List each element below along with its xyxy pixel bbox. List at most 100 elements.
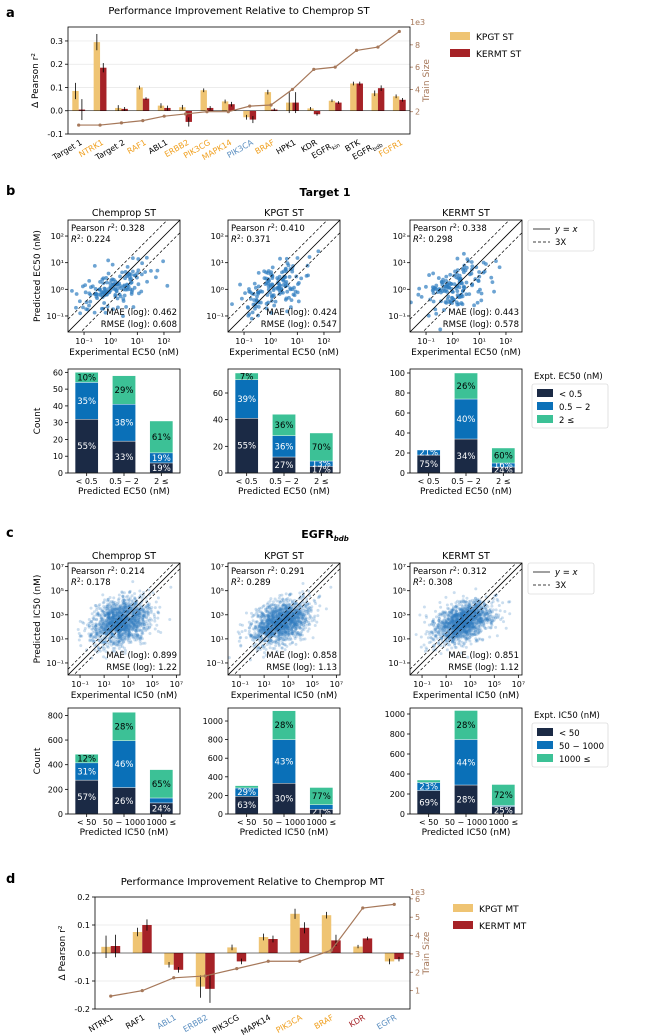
scatter-point (119, 623, 123, 627)
scatter-point (127, 620, 131, 624)
scatter-point (133, 617, 137, 621)
scatter-point (106, 628, 110, 632)
scatter-point (97, 622, 101, 626)
scatter-point (134, 613, 138, 617)
scatter-point (108, 615, 112, 619)
segment-label: 26% (457, 382, 476, 392)
scatter-point (141, 618, 145, 622)
scatter-point (116, 618, 120, 622)
bar-kpgt-st (93, 42, 101, 111)
scatter-point (104, 624, 108, 628)
scatter-point (103, 614, 107, 618)
scatter-point (130, 618, 134, 622)
scatter-point (435, 290, 440, 295)
segment-label: 17% (312, 466, 331, 476)
scatter-point (121, 314, 125, 319)
scatter-point (441, 277, 445, 282)
r-symbol: r (449, 224, 453, 234)
scatter-point (136, 282, 141, 287)
scatter-point (277, 613, 281, 617)
scatter-point (143, 270, 148, 274)
scatter-point (105, 606, 109, 610)
scatter-point (292, 620, 296, 624)
line-y-equals-x (228, 220, 340, 332)
scatter-point (147, 619, 151, 623)
scatter-point (137, 622, 141, 626)
scatter-point (280, 628, 284, 632)
scatter-point (138, 636, 142, 640)
scatter-point (248, 658, 252, 662)
superscript: 2 (111, 566, 115, 573)
x-tick-label: 2 ≤ (314, 477, 328, 486)
scatter-point (124, 634, 128, 638)
legend-label-yx: y = x (554, 225, 579, 235)
scatter-point (283, 624, 287, 628)
scatter-point (100, 626, 104, 630)
scatter-point (476, 289, 481, 294)
scatter-point (111, 611, 115, 615)
scatter-point (290, 629, 294, 633)
scatter-point (123, 635, 127, 639)
scatter-point (105, 626, 109, 630)
scatter-point (119, 642, 123, 646)
mae-annotation: MAE (log): 0.462 (106, 308, 177, 318)
scatter-point (281, 612, 285, 616)
scatter-point (106, 617, 110, 621)
scatter-point (124, 624, 128, 628)
scatter-point (110, 622, 114, 626)
scatter-point (102, 627, 106, 631)
scatter-point (121, 595, 125, 599)
scatter-point (79, 644, 83, 648)
scatter-point (134, 602, 138, 606)
scatter-point (280, 631, 284, 635)
bar-kermt-st (100, 67, 107, 111)
scatter-point (297, 620, 301, 624)
scatter-point (115, 619, 119, 623)
scatter-point (108, 622, 112, 626)
scatter-point (78, 619, 82, 623)
scatter-point (105, 604, 109, 608)
scatter-point (110, 609, 114, 613)
scatter-point (307, 620, 311, 624)
scatter-point (122, 630, 126, 634)
scatter-point (120, 610, 124, 614)
scatter-point (111, 620, 115, 624)
scatter-point (148, 617, 152, 621)
scatter-point (135, 624, 139, 628)
scatter-point (117, 593, 121, 597)
scatter-point (281, 618, 285, 622)
scatter-point (133, 611, 137, 615)
scatter-point (111, 608, 115, 612)
scatter-point (101, 628, 105, 632)
scatter-point (119, 628, 123, 632)
bar-kermt-st (335, 102, 342, 111)
scatter-point (239, 296, 244, 301)
scatter-point (113, 614, 117, 618)
scatter-point (461, 594, 465, 598)
scatter-point (94, 613, 98, 617)
scatter-point (114, 603, 118, 607)
scatter-point (119, 628, 123, 632)
scatter-point (148, 621, 152, 625)
scatter-point (416, 292, 421, 297)
scatter-point (119, 618, 123, 622)
rmse-value: 0.578 (495, 320, 519, 330)
scatter-point (110, 610, 114, 614)
scatter-point (269, 633, 273, 637)
scatter-point (312, 598, 316, 602)
scatter-point (141, 607, 145, 611)
train-size-point (312, 67, 316, 71)
scatter-point (119, 633, 123, 637)
scatter-point (452, 591, 456, 595)
scatter-point (161, 259, 166, 264)
scatter-point (153, 619, 157, 623)
y-tick-label: 10² (393, 232, 406, 241)
y-tick-label: 60 (395, 409, 405, 418)
chart-title: Performance Improvement Relative to Chem… (108, 6, 370, 17)
y-tick-label: 10⁵ (211, 587, 224, 596)
scatter-point (271, 609, 275, 613)
x-tick-label: HPK1 (275, 138, 298, 156)
scatter-point (256, 613, 260, 617)
scatter-point (126, 634, 130, 638)
scatter-point (268, 628, 272, 632)
